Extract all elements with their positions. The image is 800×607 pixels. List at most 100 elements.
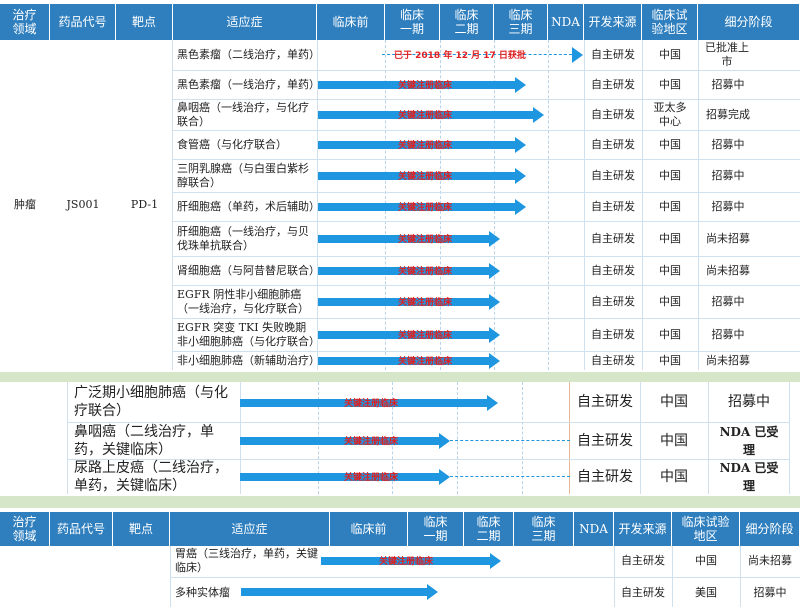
arrow-head: [490, 553, 501, 569]
th-source: 开发来源: [614, 512, 672, 546]
col-divider: [67, 382, 68, 494]
row-source: 自主研发: [591, 48, 635, 61]
row-region: 中国: [659, 295, 681, 308]
row-region: 中国: [659, 48, 681, 61]
th-field: 治疗领域: [0, 4, 50, 40]
th-stage: 细分阶段: [740, 512, 800, 546]
th-nda: NDA: [548, 4, 584, 40]
arrow-label: 关键注册临床: [398, 267, 453, 277]
row-region: 中国: [660, 394, 688, 410]
row-divider: [173, 70, 800, 71]
row-indication: 鼻咽癌（一线治疗，与化疗联合）: [177, 101, 309, 128]
phase-arrow: 关键注册临床: [318, 107, 544, 123]
mid-section: 广泛期小细胞肺癌（与化疗联合） 关键注册临床 自主研发 中国 招募中 鼻咽癌（二…: [0, 382, 800, 494]
arrow-bar: [318, 357, 490, 365]
row-source: 自主研发: [591, 138, 635, 151]
row-divider: [173, 99, 800, 100]
row-source: 自主研发: [591, 328, 635, 341]
row-region: 中国: [659, 232, 681, 245]
table-row: 黑色素瘤（二线治疗，单药） 已于 2018 年 12 月 17 日获批 自主研发…: [173, 40, 800, 70]
phase-arrow: 关键注册临床: [240, 433, 580, 449]
row-stage: 尚未招募: [706, 354, 750, 367]
row-divider: [171, 577, 800, 578]
phase-arrow: 关键注册临床: [240, 395, 498, 411]
table-row: 鼻咽癌（一线治疗，与化疗联合） 关键注册临床 自主研发 亚太多中心 招募完成: [173, 100, 800, 130]
row-region: 中国: [659, 169, 681, 182]
arrow-head: [489, 327, 500, 343]
col-divider: [672, 546, 673, 607]
col-divider: [457, 382, 458, 494]
arrow-bar: [318, 141, 516, 149]
col-divider: [569, 382, 570, 494]
arrow-bar: [240, 473, 440, 481]
col-divider: [614, 546, 615, 607]
arrow-head: [439, 469, 450, 485]
table-row: 肝细胞癌（单药，术后辅助） 关键注册临床 自主研发 中国 招募中: [173, 193, 800, 221]
row-indication: 肝细胞癌（一线治疗，与贝伐珠单抗联合）: [177, 225, 309, 252]
table-row: 黑色素瘤（一线治疗，单药） 关键注册临床 自主研发 中国 招募中: [173, 71, 800, 99]
row-source: 自主研发: [591, 295, 635, 308]
arrow-bar: [318, 111, 534, 119]
row-indication: 胃癌（三线治疗，单药，关键临床）: [175, 547, 318, 574]
row-divider: [173, 130, 800, 131]
bottom-header-row: 治疗领域 药品代号 靶点 适应症 临床前 临床一期 临床二期 临床三期 NDA …: [0, 512, 800, 546]
row-region: 中国: [660, 469, 688, 485]
arrow-head: [489, 263, 500, 279]
top-table-body: 肿瘤 JS001 PD-1 黑色素瘤（二线治疗，单药） 已于 2018 年 12…: [0, 40, 800, 370]
row-divider: [173, 159, 800, 160]
row-indication: 肾细胞癌（与阿昔替尼联合）: [177, 264, 320, 277]
row-stage: 尚未招募: [706, 264, 750, 277]
row-divider: [68, 459, 790, 460]
row-stage: 招募中: [711, 328, 745, 341]
table-row: 肝细胞癌（一线治疗，与贝伐珠单抗联合） 关键注册临床 自主研发 中国 尚未招募: [173, 222, 800, 256]
row-source: 自主研发: [591, 78, 635, 91]
arrow-head: [515, 168, 526, 184]
phase-arrow: 关键注册临床: [318, 231, 500, 247]
bottom-table-body: 胃癌（三线治疗，单药，关键临床） 关键注册临床 自主研发 中国 尚未招募 多种实…: [0, 546, 800, 607]
row-indication: 非小细胞肺癌（新辅助治疗）: [177, 354, 320, 367]
row-indication: 三阴乳腺癌（与白蛋白紫杉醇联合）: [177, 162, 309, 189]
arrow-bar: [318, 298, 490, 306]
phase-arrow: 关键注册临床: [318, 263, 500, 279]
arrow-label: 关键注册临床: [344, 473, 399, 483]
row-stage: 招募中: [711, 295, 745, 308]
arrow-label: 已于 2018 年 12 月 17 日获批: [394, 51, 526, 61]
arrow-head: [515, 137, 526, 153]
table-row: 三阴乳腺癌（与白蛋白紫杉醇联合） 关键注册临床 自主研发 中国 招募中: [173, 160, 800, 192]
arrow-head: [489, 294, 500, 310]
row-region: 中国: [659, 78, 681, 91]
th-phase2: 临床二期: [464, 512, 514, 546]
phase-arrow: 关键注册临床: [318, 168, 526, 184]
row-stage: 招募中: [711, 78, 745, 91]
row-stage: NDA 已受理: [719, 425, 779, 457]
row-source: 自主研发: [591, 108, 635, 121]
row-region: 中国: [660, 433, 688, 449]
row-source: 自主研发: [591, 264, 635, 277]
arrow-head: [489, 353, 500, 369]
th-region: 临床试验地区: [642, 4, 698, 40]
row-divider: [68, 422, 790, 423]
arrow-head: [533, 107, 544, 123]
table-row: 鼻咽癌（二线治疗，单药，关键临床） 关键注册临床 自主研发 中国 NDA 已受理: [68, 423, 790, 459]
phase-arrow: 关键注册临床: [318, 77, 526, 93]
separator-band: [0, 496, 800, 508]
row-source: 自主研发: [591, 354, 635, 367]
phase-arrow: 关键注册临床: [240, 469, 580, 485]
arrow-label: 关键注册临床: [398, 81, 453, 91]
top-header-row: 治疗领域 药品代号 靶点 适应症 临床前 临床一期 临床二期 临床三期 NDA …: [0, 4, 800, 40]
phase-arrow: 关键注册临床: [318, 294, 500, 310]
row-region: 中国: [659, 200, 681, 213]
col-divider: [640, 382, 641, 494]
row-stage: 尚未招募: [706, 232, 750, 245]
th-nda: NDA: [574, 512, 614, 546]
phase-arrow: 关键注册临床: [318, 199, 526, 215]
phase-arrow: 关键注册临床: [321, 553, 501, 569]
row-indication: 黑色素瘤（二线治疗，单药）: [177, 48, 320, 61]
table-row: 多种实体瘤 自主研发 美国 招募中: [171, 578, 800, 607]
th-region: 临床试验地区: [672, 512, 740, 546]
arrow-label: 关键注册临床: [398, 331, 453, 341]
arrow-head: [427, 584, 438, 600]
separator-band: [0, 372, 800, 382]
row-indication: 食管癌（与化疗联合）: [177, 138, 287, 151]
col-divider: [698, 40, 699, 370]
